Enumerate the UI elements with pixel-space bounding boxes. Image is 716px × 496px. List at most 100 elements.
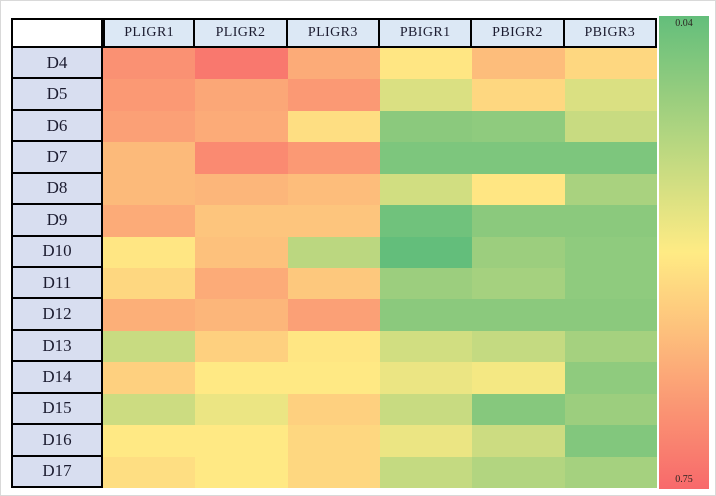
- heatmap-cell-d11-pbigr3: [564, 268, 657, 300]
- scale-min-label: 0.75: [675, 474, 693, 485]
- row-header-d10: D10: [11, 236, 103, 268]
- heatmap-cell-d14-pligr1: [103, 362, 196, 394]
- heatmap-cell-d15-pligr1: [103, 393, 196, 426]
- heatmap-cell-d12-pbigr1: [380, 299, 473, 331]
- heatmap-cell-d12-pbigr3: [564, 299, 657, 331]
- column-header-pligr3: PLIGR3: [287, 18, 380, 48]
- heatmap-cell-d10-pligr2: [195, 236, 288, 268]
- heatmap-cell-d8-pligr2: [195, 173, 288, 206]
- heatmap-cell-d9-pligr2: [195, 205, 288, 237]
- scale-max-label: 0.04: [675, 18, 693, 29]
- column-header-pbigr3: PBIGR3: [564, 18, 657, 48]
- heatmap-cell-d13-pligr2: [195, 330, 288, 363]
- heatmap-cell-d17-pligr3: [287, 456, 380, 488]
- heatmap-cell-d4-pligr3: [287, 48, 380, 80]
- heatmap-cell-d11-pligr3: [287, 268, 380, 300]
- heatmap-cell-d14-pbigr1: [380, 362, 473, 394]
- heatmap-cell-d17-pbigr2: [472, 456, 565, 488]
- heatmap-cell-d7-pligr2: [195, 142, 288, 174]
- heatmap-cell-d16-pligr1: [103, 425, 196, 457]
- heatmap-cell-d13-pbigr1: [380, 330, 473, 363]
- heatmap-cell-d17-pbigr3: [564, 456, 657, 488]
- heatmap-cell-d15-pbigr2: [472, 393, 565, 426]
- column-header-pligr2: PLIGR2: [195, 18, 288, 48]
- heatmap-cell-d4-pbigr3: [564, 48, 657, 80]
- heatmap-cell-d16-pbigr3: [564, 425, 657, 457]
- heatmap-cell-d11-pligr2: [195, 268, 288, 300]
- heatmap-cell-d14-pbigr3: [564, 362, 657, 394]
- heatmap-cell-d12-pbigr2: [472, 299, 565, 331]
- heatmap-cell-d12-pligr3: [287, 299, 380, 331]
- heatmap-cell-d6-pligr3: [287, 110, 380, 143]
- heatmap-cell-d11-pbigr1: [380, 268, 473, 300]
- heatmap-cell-d6-pbigr3: [564, 110, 657, 143]
- column-header-pbigr1: PBIGR1: [380, 18, 473, 48]
- heatmap-cell-d14-pligr3: [287, 362, 380, 394]
- heatmap-cell-d4-pligr1: [103, 48, 196, 80]
- heatmap-cell-d9-pbigr1: [380, 205, 473, 237]
- heatmap-cell-d7-pbigr2: [472, 142, 565, 174]
- heatmap-cell-d15-pbigr3: [564, 393, 657, 426]
- heatmap-cell-d13-pbigr2: [472, 330, 565, 363]
- row-header-d13: D13: [11, 330, 103, 363]
- heatmap-cell-d14-pligr2: [195, 362, 288, 394]
- heatmap-cell-d15-pligr3: [287, 393, 380, 426]
- heatmap-cell-d7-pbigr3: [564, 142, 657, 174]
- heatmap-cell-d7-pligr1: [103, 142, 196, 174]
- heatmap-cell-d10-pligr3: [287, 236, 380, 268]
- heatmap-cell-d16-pligr2: [195, 425, 288, 457]
- row-header-d5: D5: [11, 79, 103, 111]
- heatmap-cell-d5-pbigr3: [564, 79, 657, 111]
- heatmap-cell-d9-pligr3: [287, 205, 380, 237]
- heatmap-cell-d6-pbigr1: [380, 110, 473, 143]
- heatmap-cell-d5-pligr3: [287, 79, 380, 111]
- row-header-d6: D6: [11, 110, 103, 143]
- heatmap-cell-d5-pligr2: [195, 79, 288, 111]
- heatmap-cell-d16-pbigr2: [472, 425, 565, 457]
- heatmap-cell-d8-pligr1: [103, 173, 196, 206]
- heatmap-cell-d6-pligr2: [195, 110, 288, 143]
- heatmap-cell-d8-pligr3: [287, 173, 380, 206]
- heatmap-cell-d10-pbigr2: [472, 236, 565, 268]
- heatmap-cell-d8-pbigr2: [472, 173, 565, 206]
- row-header-d12: D12: [11, 299, 103, 331]
- column-header-pbigr2: PBIGR2: [472, 18, 565, 48]
- heatmap-cell-d6-pligr1: [103, 110, 196, 143]
- color-scale-bar: 0.04 0.75: [659, 16, 709, 489]
- heatmap-cell-d10-pbigr1: [380, 236, 473, 268]
- heatmap-cell-d5-pligr1: [103, 79, 196, 111]
- heatmap-cell-d17-pligr1: [103, 456, 196, 488]
- heatmap-cell-d4-pligr2: [195, 48, 288, 80]
- heatmap-cell-d10-pbigr3: [564, 236, 657, 268]
- heatmap-cell-d13-pbigr3: [564, 330, 657, 363]
- row-header-d17: D17: [11, 456, 103, 488]
- heatmap-cell-d5-pbigr1: [380, 79, 473, 111]
- heatmap-cell-d9-pligr1: [103, 205, 196, 237]
- row-header-d7: D7: [11, 142, 103, 174]
- heatmap-cell-d15-pligr2: [195, 393, 288, 426]
- heatmap-cell-d6-pbigr2: [472, 110, 565, 143]
- heatmap-table: PLIGR1 PLIGR2 PLIGR3 PBIGR1 PBIGR2 PBIGR3 D4 D5…: [11, 18, 657, 488]
- heatmap-cell-d9-pbigr2: [472, 205, 565, 237]
- heatmap-cell-d11-pbigr2: [472, 268, 565, 300]
- corner-cell: [11, 18, 103, 48]
- row-header-d8: D8: [11, 173, 103, 206]
- heatmap-cell-d5-pbigr2: [472, 79, 565, 111]
- heatmap-cell-d10-pligr1: [103, 236, 196, 268]
- heatmap-cell-d7-pbigr1: [380, 142, 473, 174]
- heatmap-cell-d9-pbigr3: [564, 205, 657, 237]
- heatmap-cell-d17-pbigr1: [380, 456, 473, 488]
- heatmap-cell-d8-pbigr3: [564, 173, 657, 206]
- row-header-d14: D14: [11, 362, 103, 394]
- heatmap-cell-d4-pbigr1: [380, 48, 473, 80]
- heatmap-cell-d13-pligr3: [287, 330, 380, 363]
- heatmap-cell-d13-pligr1: [103, 330, 196, 363]
- heatmap-cell-d16-pligr3: [287, 425, 380, 457]
- row-header-d16: D16: [11, 425, 103, 457]
- heatmap-cell-d14-pbigr2: [472, 362, 565, 394]
- heatmap-cell-d12-pligr2: [195, 299, 288, 331]
- row-header-d9: D9: [11, 205, 103, 237]
- row-header-d15: D15: [11, 393, 103, 426]
- heatmap-cell-d15-pbigr1: [380, 393, 473, 426]
